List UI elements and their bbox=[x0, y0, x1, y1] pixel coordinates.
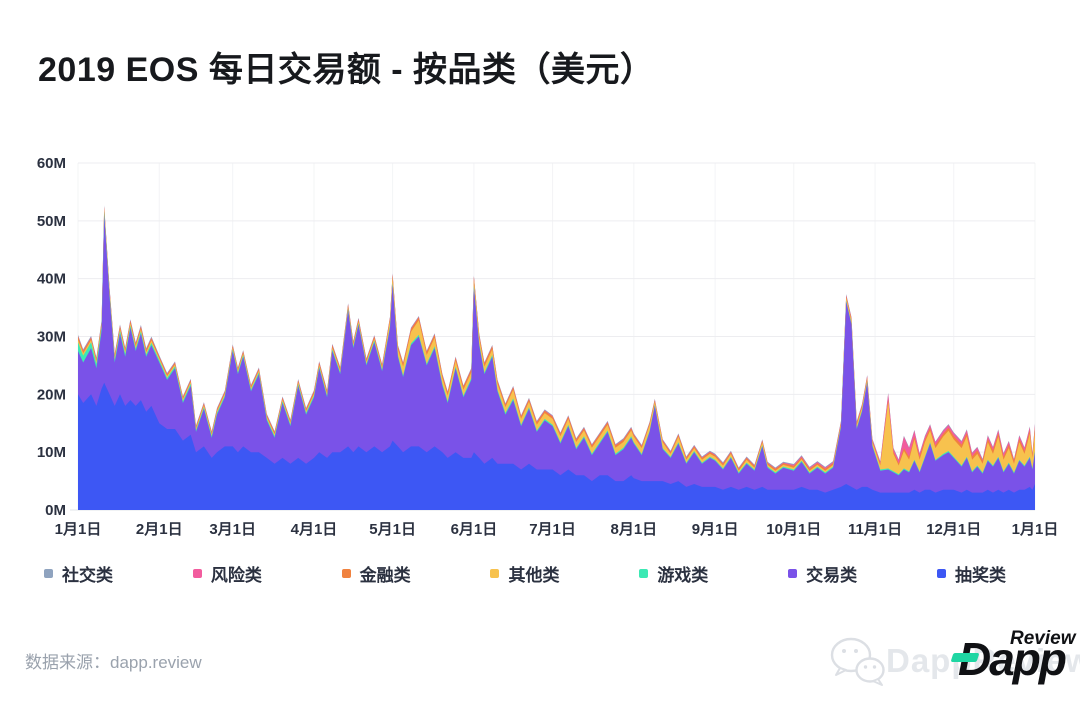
legend-item-games: 游戏类 bbox=[639, 561, 708, 586]
x-axis-tick-label: 4月1日 bbox=[291, 521, 338, 538]
y-axis-tick-label: 40M bbox=[37, 271, 66, 288]
legend-label-games: 游戏类 bbox=[657, 566, 709, 585]
dappreview-logo: Dapp Review bbox=[950, 626, 1075, 696]
logo-accent-dash bbox=[950, 653, 980, 662]
legend-swatch-finance bbox=[341, 569, 351, 578]
legend-item-social: 社交类 bbox=[44, 561, 113, 586]
y-axis-tick-label: 30M bbox=[37, 329, 66, 346]
x-axis-tick-label: 7月1日 bbox=[529, 521, 576, 538]
legend-swatch-other bbox=[490, 569, 500, 578]
x-axis-tick-label: 6月1日 bbox=[451, 521, 498, 538]
stacked-area-chart: 0M 10M 20M 30M 40M 50M 60M 1月1日 2月1日 3月1日 4月1日 5月1日… bbox=[37, 155, 1059, 538]
legend-swatch-trading bbox=[788, 569, 798, 578]
watermark-area: DappReview Dapp Review bbox=[820, 626, 1080, 701]
legend-label-social: 社交类 bbox=[62, 566, 113, 585]
watermark-gray-text: DappReview bbox=[886, 642, 1080, 679]
x-axis-tick-label: 1月1日 bbox=[1012, 521, 1059, 538]
page-title: 2019 EOS 每日交易额 - 按品类（美元） bbox=[38, 51, 655, 89]
x-axis-tick-label: 2月1日 bbox=[136, 521, 183, 538]
x-axis-tick-label: 11月1日 bbox=[848, 521, 902, 538]
x-axis-tick-label: 5月1日 bbox=[369, 521, 416, 538]
x-axis-tick-label: 12月1日 bbox=[926, 521, 981, 538]
legend-swatch-risk bbox=[192, 569, 202, 578]
area-series-lottery bbox=[78, 382, 1035, 510]
data-source-label: 数据来源：dapp.review bbox=[25, 653, 202, 672]
chart-legend: 社交类 风险类 金融类 其他类 游戏类 交易类 抽奖类 bbox=[44, 561, 1006, 586]
legend-label-finance: 金融类 bbox=[359, 566, 411, 585]
x-axis-tick-label: 10月1日 bbox=[766, 521, 821, 538]
legend-label-risk: 风险类 bbox=[210, 566, 262, 585]
logo-super-text: Review bbox=[1010, 628, 1076, 649]
area-series-trading bbox=[78, 215, 1035, 510]
y-axis-tick-label: 50M bbox=[37, 213, 66, 230]
x-axis-tick-label: 8月1日 bbox=[611, 521, 658, 538]
legend-item-finance: 金融类 bbox=[341, 561, 411, 586]
x-axis-tick-label: 3月1日 bbox=[209, 521, 256, 538]
legend-item-lottery: 抽奖类 bbox=[936, 561, 1006, 586]
legend-label-lottery: 抽奖类 bbox=[954, 566, 1006, 585]
y-axis-tick-label: 20M bbox=[37, 386, 66, 403]
x-axis-tick-label: 9月1日 bbox=[692, 521, 739, 538]
legend-swatch-lottery bbox=[936, 569, 946, 578]
legend-swatch-social bbox=[44, 569, 53, 578]
legend-item-other: 其他类 bbox=[490, 561, 559, 586]
legend-item-trading: 交易类 bbox=[788, 561, 857, 586]
legend-label-trading: 交易类 bbox=[806, 566, 858, 585]
wechat-icon bbox=[830, 637, 885, 686]
x-axis-tick-label: 1月1日 bbox=[55, 521, 102, 538]
legend-swatch-games bbox=[639, 569, 649, 578]
legend-item-risk: 风险类 bbox=[192, 561, 262, 586]
y-axis-tick-label: 0M bbox=[45, 502, 66, 519]
y-axis-tick-label: 60M bbox=[37, 155, 66, 172]
y-axis-tick-label: 10M bbox=[37, 444, 66, 461]
legend-label-other: 其他类 bbox=[508, 566, 560, 585]
